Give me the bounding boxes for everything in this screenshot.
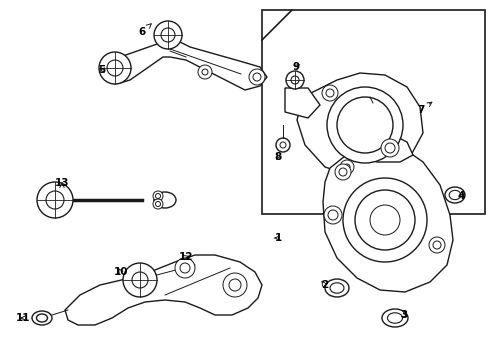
Text: 2: 2 <box>321 280 328 290</box>
Circle shape <box>153 199 163 209</box>
Circle shape <box>249 69 265 85</box>
Text: 8: 8 <box>274 152 282 162</box>
Text: 11: 11 <box>16 313 30 323</box>
Polygon shape <box>285 88 320 118</box>
Text: 1: 1 <box>275 233 282 243</box>
Circle shape <box>381 139 399 157</box>
Circle shape <box>198 65 212 79</box>
Polygon shape <box>297 73 423 177</box>
Text: 4: 4 <box>458 191 466 201</box>
Text: 3: 3 <box>400 310 407 320</box>
Circle shape <box>154 21 182 49</box>
Circle shape <box>153 191 163 201</box>
Circle shape <box>429 237 445 253</box>
Circle shape <box>343 178 427 262</box>
Text: 5: 5 <box>98 65 105 75</box>
Ellipse shape <box>382 309 408 327</box>
Text: 7: 7 <box>417 102 432 115</box>
Ellipse shape <box>154 192 176 208</box>
Circle shape <box>340 160 354 174</box>
Text: 9: 9 <box>293 62 299 72</box>
Ellipse shape <box>32 311 52 325</box>
Circle shape <box>123 263 157 297</box>
Circle shape <box>37 182 73 218</box>
Ellipse shape <box>445 187 465 203</box>
Circle shape <box>175 258 195 278</box>
Bar <box>262 10 485 214</box>
Text: 6: 6 <box>139 24 151 37</box>
Polygon shape <box>365 135 413 162</box>
Text: 10: 10 <box>114 267 128 277</box>
Text: 12: 12 <box>179 252 193 262</box>
Circle shape <box>286 71 304 89</box>
Polygon shape <box>65 255 262 325</box>
Polygon shape <box>323 145 453 292</box>
Polygon shape <box>120 40 267 90</box>
Circle shape <box>335 164 351 180</box>
Circle shape <box>99 52 131 84</box>
Circle shape <box>276 138 290 152</box>
Circle shape <box>327 87 403 163</box>
Ellipse shape <box>325 279 349 297</box>
Text: 13: 13 <box>55 178 69 188</box>
Circle shape <box>223 273 247 297</box>
Circle shape <box>324 206 342 224</box>
Circle shape <box>322 85 338 101</box>
